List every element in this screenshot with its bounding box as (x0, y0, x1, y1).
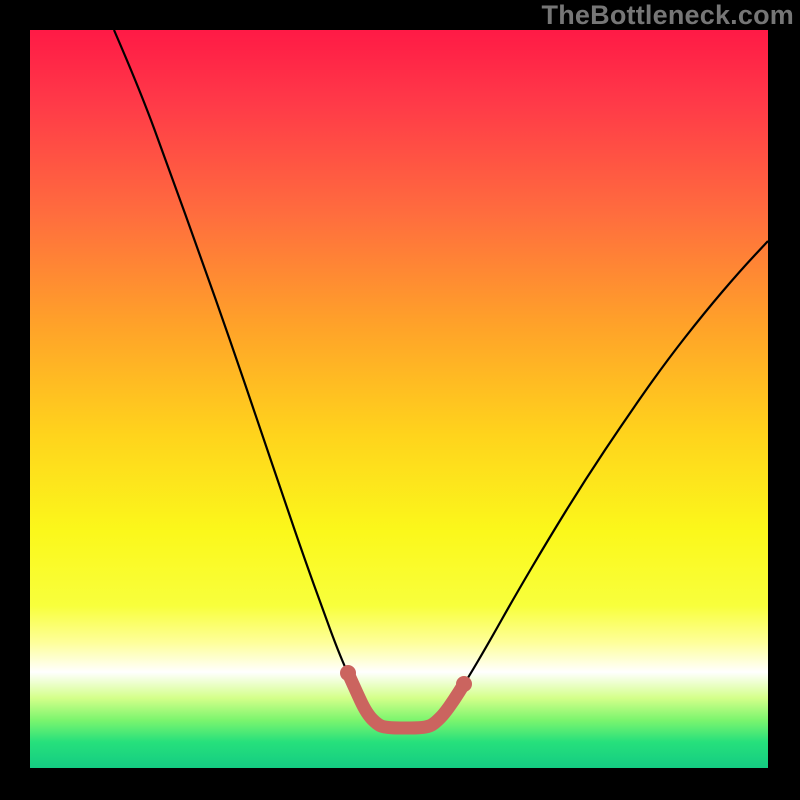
emphasis-endcap-right (456, 676, 472, 692)
chart-container: TheBottleneck.com (0, 0, 800, 800)
emphasis-endcap-left (340, 665, 356, 681)
chart-svg (0, 0, 800, 800)
plot-background (30, 30, 768, 768)
